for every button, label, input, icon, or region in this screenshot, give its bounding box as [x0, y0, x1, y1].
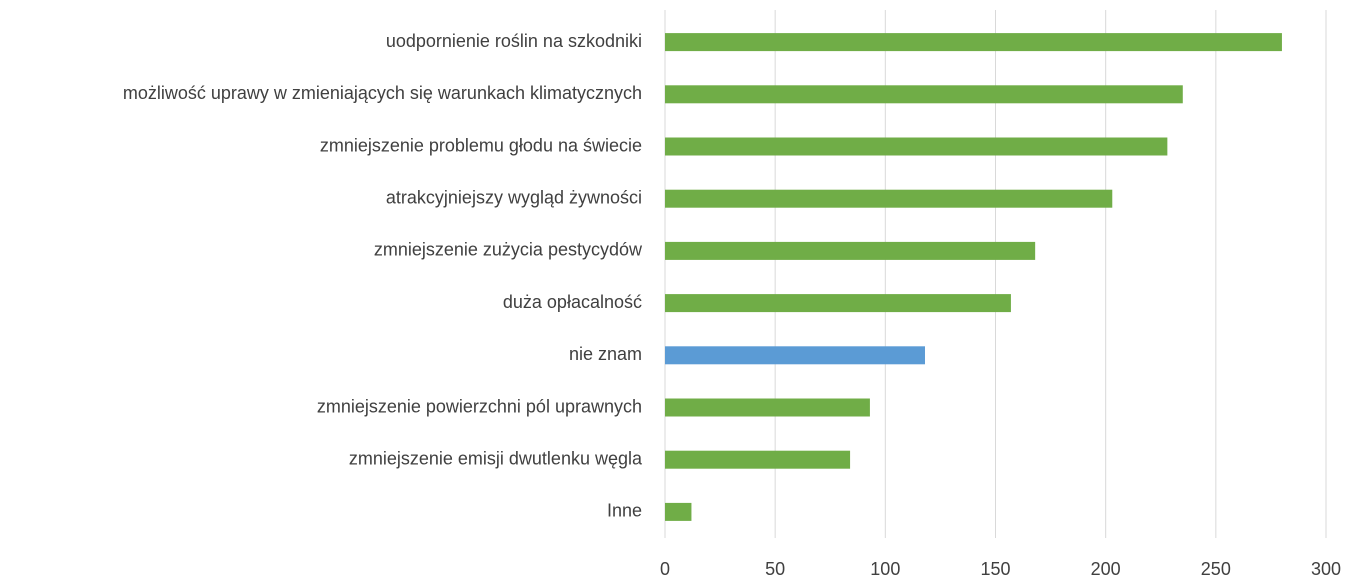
x-tick-label: 250: [1201, 559, 1231, 579]
y-tick-label: możliwość uprawy w zmieniających się war…: [123, 83, 642, 103]
x-tick-label: 300: [1311, 559, 1341, 579]
x-tick-label: 50: [765, 559, 785, 579]
y-tick-label: uodpornienie roślin na szkodniki: [386, 31, 642, 51]
bar: [665, 85, 1183, 104]
y-tick-label: zmniejszenie emisji dwutlenku węgla: [349, 448, 643, 468]
x-tick-label: 150: [980, 559, 1010, 579]
bar: [665, 33, 1282, 52]
bar: [665, 241, 1036, 260]
bar: [665, 189, 1113, 208]
bar: [665, 346, 925, 365]
y-tick-label: atrakcyjniejszy wygląd żywności: [386, 187, 642, 207]
bar: [665, 137, 1168, 156]
bar: [665, 398, 870, 417]
y-tick-label: zmniejszenie powierzchni pól uprawnych: [317, 396, 642, 416]
y-tick-label: nie znam: [569, 344, 642, 364]
x-tick-label: 200: [1091, 559, 1121, 579]
y-tick-label: zmniejszenie problemu głodu na świecie: [320, 135, 642, 155]
x-tick-label: 100: [870, 559, 900, 579]
y-tick-label: Inne: [607, 501, 642, 521]
bar: [665, 450, 851, 469]
y-tick-label: zmniejszenie zużycia pestycydów: [374, 240, 643, 260]
x-tick-label: 0: [660, 559, 670, 579]
y-tick-label: duża opłacalność: [503, 292, 642, 312]
bar: [665, 502, 692, 521]
bar: [665, 294, 1011, 313]
